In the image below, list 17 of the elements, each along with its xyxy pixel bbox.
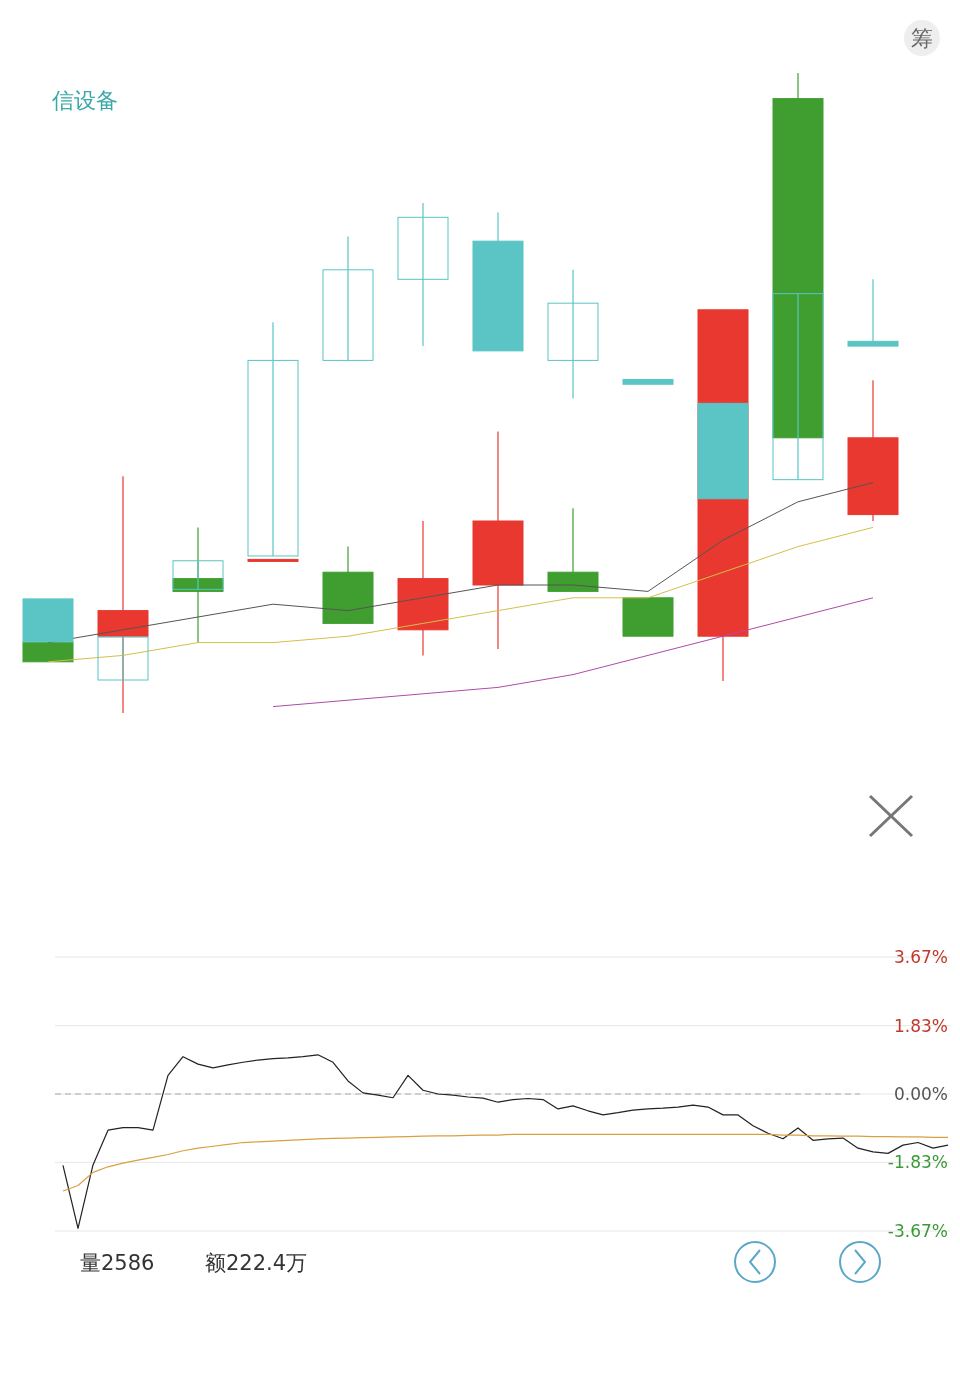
y-tick-label: 1.83%	[893, 1015, 948, 1036]
y-tick-label: -1.83%	[887, 1152, 948, 1173]
text: 信设备	[52, 88, 118, 113]
candlestick	[547, 269, 599, 400]
candlestick	[847, 278, 899, 347]
candlestick	[247, 321, 299, 557]
candlestick	[97, 475, 149, 714]
line-series	[62, 1133, 949, 1192]
candlestick	[397, 202, 449, 347]
text: 额222.4万	[205, 1251, 308, 1275]
candlestick	[322, 235, 374, 362]
text: 筹	[911, 26, 933, 51]
text: 量2586	[80, 1251, 155, 1275]
y-tick-label: -3.67%	[887, 1221, 948, 1241]
y-tick-label: 3.67%	[893, 947, 948, 967]
y-tick-label: 0.00%	[893, 1084, 948, 1104]
candlestick	[97, 636, 149, 681]
